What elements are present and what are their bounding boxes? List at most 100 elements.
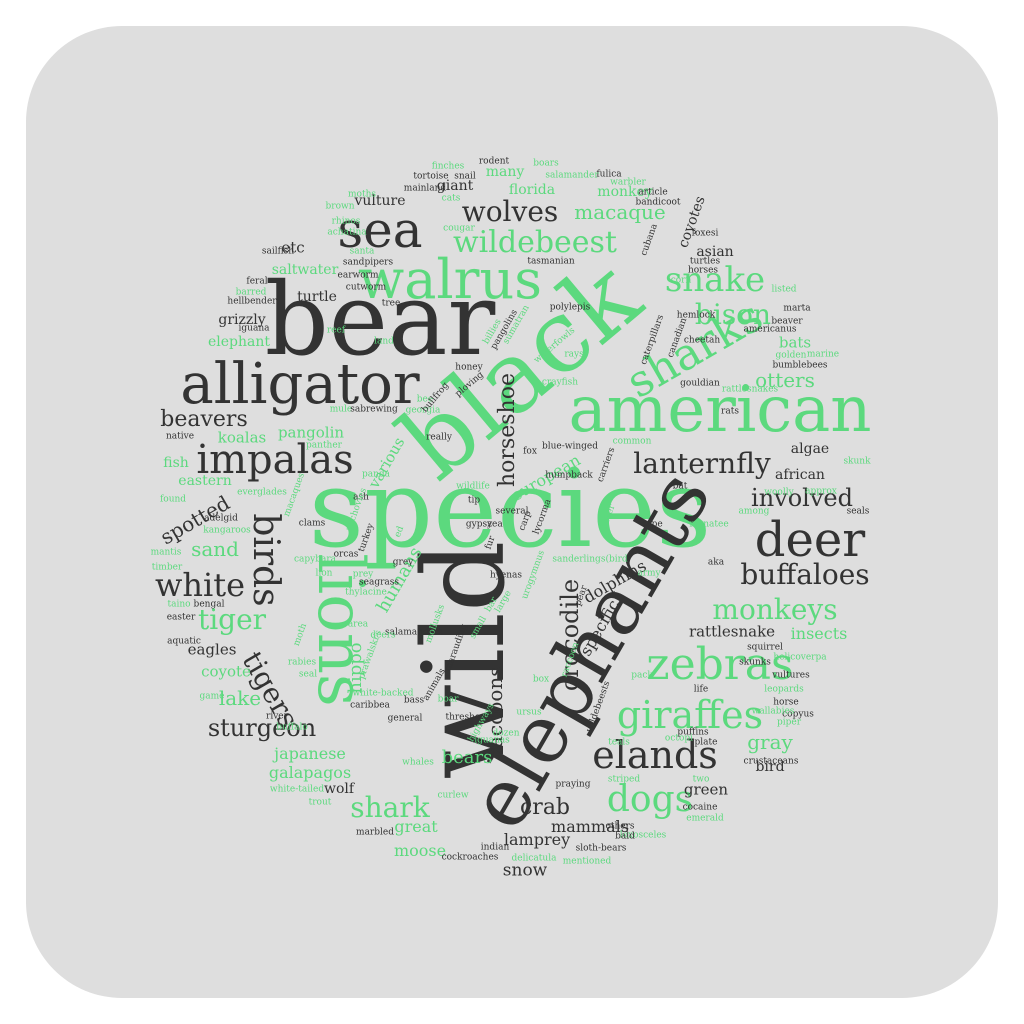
- word: wildebeest: [453, 225, 617, 260]
- word: horseshoe: [495, 373, 520, 487]
- word: cape: [641, 519, 663, 530]
- word: bat: [672, 481, 688, 492]
- word: vulture: [354, 193, 406, 209]
- word: boars: [533, 158, 559, 169]
- word: others: [605, 821, 635, 832]
- word: cockroaches: [441, 852, 499, 863]
- word: hellbender: [227, 296, 277, 307]
- word: thresher: [445, 712, 485, 723]
- word: rhinos: [331, 216, 361, 227]
- word: sanderlings(bird: [552, 554, 628, 565]
- word: buffalo: [276, 722, 308, 733]
- word: vultures: [772, 670, 810, 681]
- word: capybara: [293, 554, 337, 565]
- word: box: [532, 674, 550, 685]
- word: sea: [337, 201, 423, 259]
- word: tree: [381, 298, 401, 309]
- word: hyenas: [490, 570, 522, 581]
- word: giant: [436, 178, 474, 194]
- word: praying: [555, 779, 591, 790]
- word: bears: [441, 747, 493, 768]
- word: green: [683, 780, 729, 799]
- word: copyus: [782, 709, 814, 720]
- word: salamander: [545, 170, 599, 181]
- word: coyotes: [675, 194, 709, 250]
- word: florida: [508, 182, 556, 198]
- word: mentioned: [562, 856, 612, 867]
- word: found: [159, 494, 187, 505]
- word: alligator: [180, 352, 420, 417]
- word: georgia: [405, 405, 441, 416]
- word: turtles: [689, 256, 721, 267]
- word: bumblebees: [772, 360, 828, 371]
- word: snow: [502, 860, 548, 881]
- word: lamprey: [503, 830, 571, 849]
- word: warbler: [610, 177, 646, 188]
- word: octopi: [664, 733, 694, 744]
- word: wolves: [461, 195, 559, 228]
- word: tip: [467, 495, 481, 506]
- word: bass: [403, 695, 425, 706]
- word: koalas: [217, 428, 267, 447]
- word: tortoise: [413, 171, 449, 182]
- word: white: [154, 566, 246, 604]
- word: life: [693, 684, 709, 695]
- word: prey: [352, 569, 374, 580]
- word-cloud-card: [26, 26, 998, 998]
- word: helicoverpa: [773, 652, 827, 663]
- word: african: [775, 467, 825, 483]
- word: squirrel: [747, 642, 783, 653]
- word: indian: [480, 842, 510, 853]
- word: santa: [349, 246, 375, 257]
- word: taino: [167, 599, 191, 610]
- word: sloth-bears: [575, 843, 627, 854]
- word: skunk: [843, 456, 871, 467]
- word: crayfish: [541, 377, 579, 388]
- word: american: [568, 373, 872, 447]
- word: rattlesnake: [688, 622, 776, 641]
- word: leopards: [764, 684, 804, 695]
- word: otters: [755, 368, 815, 392]
- word: striped: [607, 774, 641, 785]
- word: ash: [353, 492, 369, 503]
- word: gouldian: [680, 378, 720, 389]
- word: seals: [846, 506, 870, 517]
- word: tiger: [197, 603, 267, 636]
- word: curlew: [437, 790, 469, 801]
- word: many: [485, 164, 525, 180]
- word: orcas: [333, 549, 359, 560]
- word: birds: [245, 513, 286, 607]
- word: piper: [776, 717, 802, 728]
- word: monkeys: [712, 593, 838, 626]
- word: insects: [790, 624, 848, 643]
- word: native: [165, 431, 195, 442]
- word: elands: [592, 733, 718, 777]
- word: humpback: [545, 470, 593, 481]
- word: army: [637, 568, 661, 579]
- word: article: [638, 187, 668, 198]
- word: land: [374, 336, 394, 347]
- word: teals: [608, 737, 630, 748]
- word: asian: [696, 244, 734, 260]
- word: area: [347, 619, 369, 630]
- word: kangaroos: [203, 525, 251, 536]
- word: common: [612, 436, 652, 447]
- word: fish: [163, 455, 189, 471]
- word: dogs: [606, 779, 694, 820]
- word: caribbea: [350, 700, 390, 711]
- word: golden: [775, 350, 807, 361]
- word: feral: [246, 276, 268, 287]
- word: finches: [431, 161, 465, 172]
- word: elephant: [207, 334, 271, 350]
- word: fox: [523, 446, 537, 457]
- word: gray: [747, 730, 793, 754]
- word: woolly: [764, 487, 794, 498]
- word: horses: [687, 265, 719, 276]
- word: lion: [315, 568, 333, 579]
- word: bengal: [193, 599, 225, 610]
- word: snake: [664, 260, 766, 300]
- word: eastern: [178, 473, 232, 489]
- word: cutworm: [345, 282, 387, 293]
- word: gypsy: [465, 519, 493, 530]
- word: snail: [454, 171, 476, 182]
